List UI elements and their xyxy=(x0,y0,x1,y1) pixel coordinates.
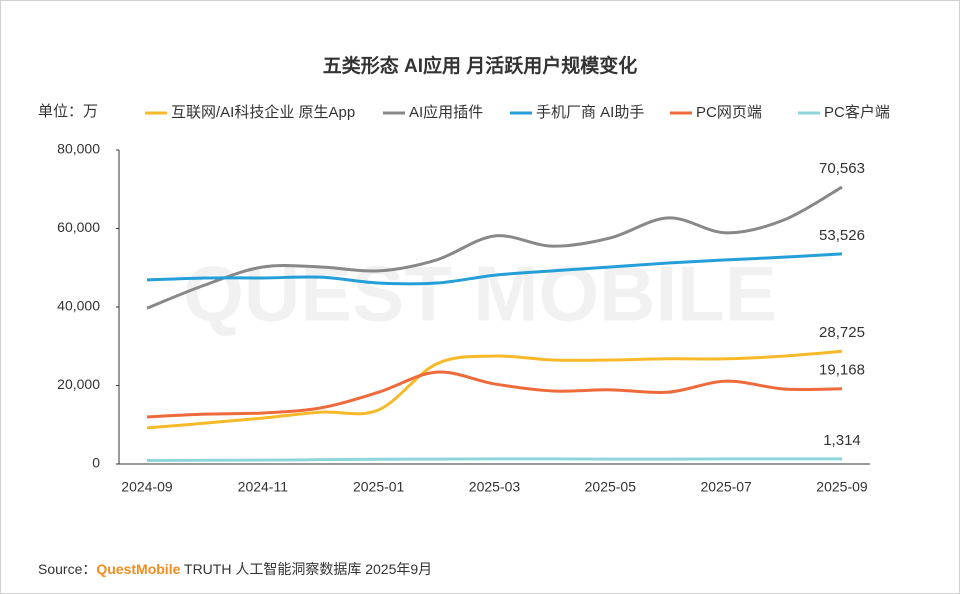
series-line xyxy=(146,252,843,286)
legend-label: 手机厂商 AI助手 xyxy=(536,104,644,121)
legend-label: PC客户端 xyxy=(824,104,890,121)
legend-label: AI应用插件 xyxy=(409,103,483,121)
x-tick-label: 2025-07 xyxy=(700,479,752,495)
series-line xyxy=(146,185,843,310)
data-label: 28,725 xyxy=(819,324,865,341)
series-line xyxy=(146,370,843,419)
x-tick-label: 2025-09 xyxy=(816,479,868,495)
x-tick-label: 2024-09 xyxy=(121,479,173,495)
data-label: 70,563 xyxy=(819,160,865,177)
unit-label: 单位：万 xyxy=(38,103,98,120)
y-tick-label: 20,000 xyxy=(57,376,100,392)
source-rest: TRUTH 人工智能洞察数据库 2025年9月 xyxy=(180,561,432,577)
source: Source：QuestMobile TRUTH 人工智能洞察数据库 2025年… xyxy=(38,561,432,577)
y-tick-label: 0 xyxy=(92,455,100,471)
data-label: 1,314 xyxy=(823,432,861,449)
data-label: 53,526 xyxy=(819,227,865,244)
x-tick-label: 2025-01 xyxy=(353,479,405,495)
legend-label: 互联网/AI科技企业 原生App xyxy=(171,103,355,121)
series-line xyxy=(146,349,843,430)
x-tick-label: 2025-03 xyxy=(469,479,521,495)
y-tick-label: 80,000 xyxy=(57,141,100,157)
x-tick-label: 2024-11 xyxy=(238,479,289,495)
source-brand: QuestMobile xyxy=(96,561,180,577)
legend-label: PC网页端 xyxy=(696,104,762,121)
data-label: 19,168 xyxy=(819,362,865,379)
y-tick-label: 40,000 xyxy=(57,298,100,314)
source-prefix: Source： xyxy=(38,561,96,577)
chart-title: 五类形态 AI应用 月活跃用户规模变化 xyxy=(323,54,638,77)
y-tick-label: 60,000 xyxy=(57,219,100,235)
series-line xyxy=(146,457,843,462)
x-tick-label: 2025-05 xyxy=(585,479,637,495)
